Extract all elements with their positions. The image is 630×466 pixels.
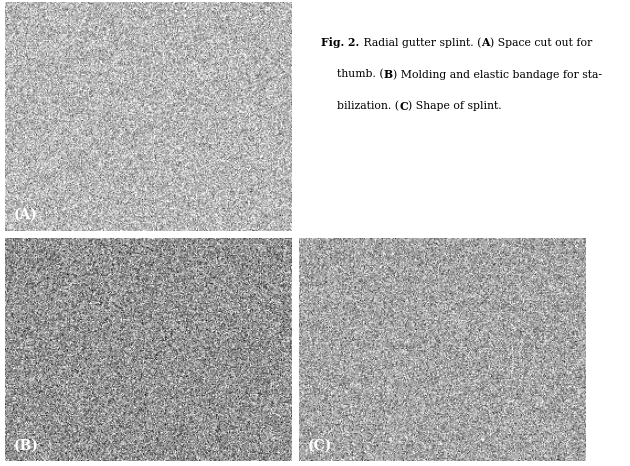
Text: Radial gutter splint. (: Radial gutter splint. ( (360, 37, 481, 48)
Text: (B): (B) (14, 439, 38, 452)
Text: A: A (481, 37, 490, 48)
Text: ) Molding and elastic bandage for sta-: ) Molding and elastic bandage for sta- (393, 69, 602, 80)
Text: (A): (A) (14, 207, 38, 221)
Text: B: B (384, 69, 393, 80)
Text: Fig. 2.: Fig. 2. (321, 37, 360, 48)
Text: (C): (C) (308, 439, 332, 452)
Text: ) Shape of splint.: ) Shape of splint. (408, 101, 501, 111)
Text: bilization. (: bilization. ( (337, 101, 399, 111)
Text: ) Space cut out for: ) Space cut out for (490, 37, 592, 48)
Text: thumb. (: thumb. ( (337, 69, 384, 79)
Text: C: C (399, 101, 408, 112)
